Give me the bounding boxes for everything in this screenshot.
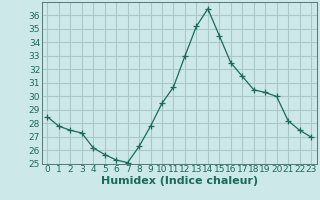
X-axis label: Humidex (Indice chaleur): Humidex (Indice chaleur): [100, 176, 258, 186]
